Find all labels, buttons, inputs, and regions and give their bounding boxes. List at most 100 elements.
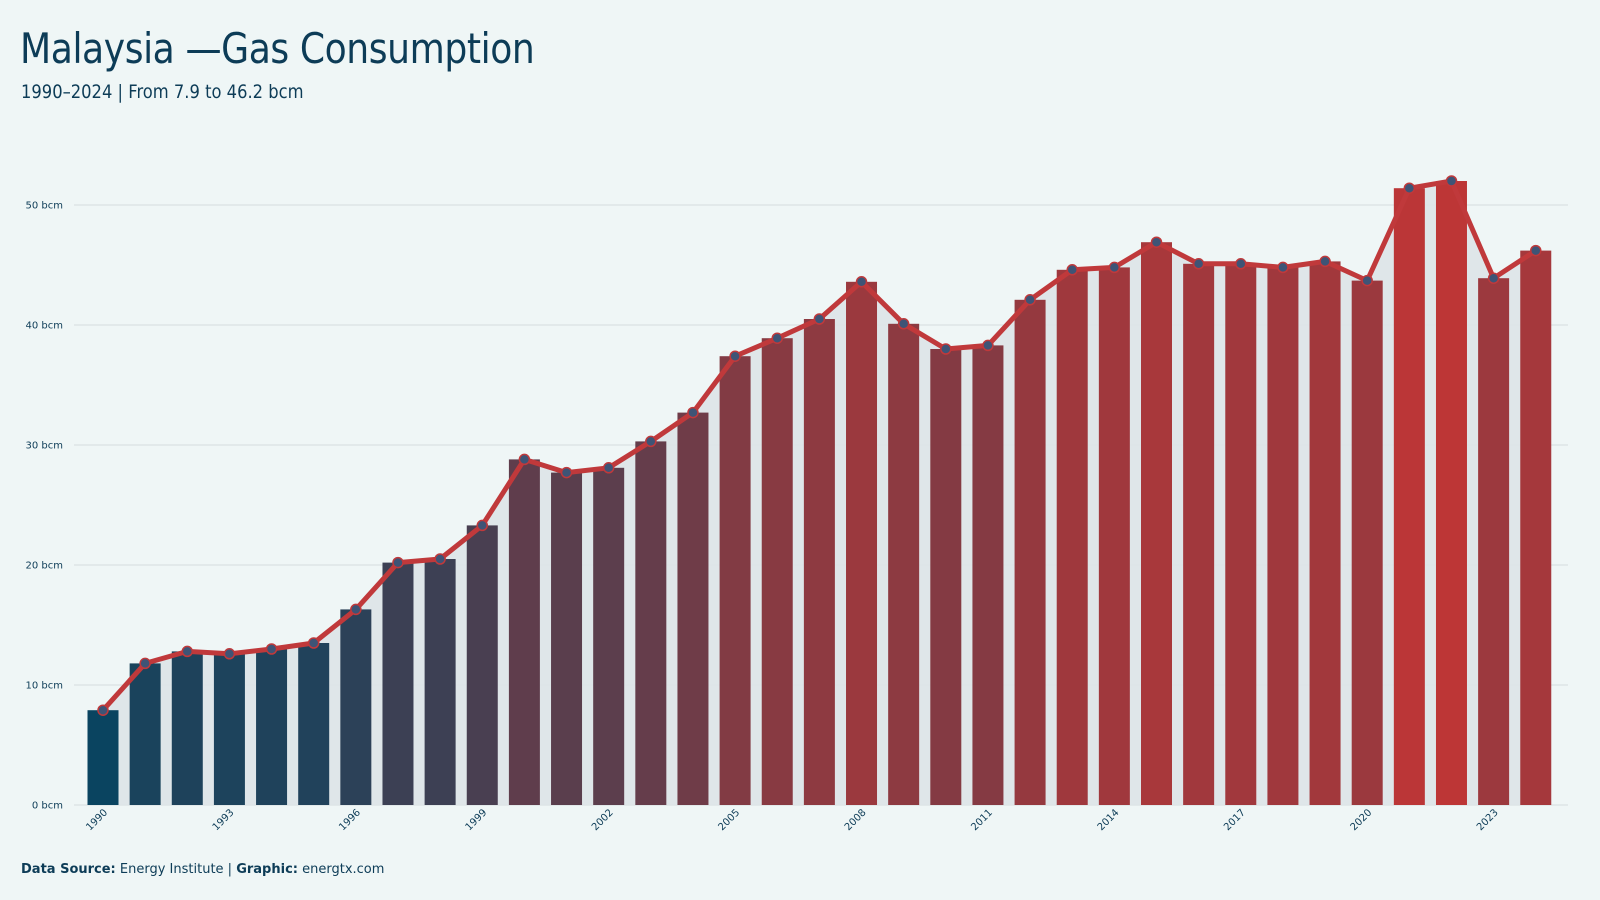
- bar-1995: [298, 643, 330, 805]
- point-1990: [97, 704, 109, 716]
- bar-2004: [677, 412, 709, 805]
- point-2022: [1445, 175, 1458, 187]
- point-1993: [223, 648, 236, 660]
- point-2005: [729, 350, 741, 362]
- bar-1993: [213, 653, 245, 805]
- chart-title: Malaysia —Gas Consumption: [20, 24, 535, 73]
- bar-2001: [551, 472, 583, 805]
- y-tick-label: 0 bcm: [32, 801, 63, 812]
- source-label: Data Source:: [21, 862, 116, 877]
- point-2010: [940, 343, 952, 355]
- bar-2013: [1056, 269, 1088, 805]
- x-tick-label: 2005: [716, 807, 742, 833]
- bar-2005: [719, 356, 751, 805]
- x-tick-label: 1993: [211, 807, 237, 833]
- bar-2009: [888, 323, 920, 805]
- bar-2014: [1098, 267, 1130, 805]
- source-value: Energy Institute |: [119, 862, 233, 877]
- graphic-label: Graphic:: [236, 862, 298, 877]
- footer-source: Data Source: Energy Institute | Graphic:…: [21, 862, 384, 877]
- bar-1992: [171, 651, 203, 805]
- bar-2006: [761, 338, 793, 805]
- bar-2003: [635, 441, 667, 805]
- bar-2023: [1478, 278, 1510, 805]
- point-1994: [265, 643, 278, 655]
- x-tick-label: 1999: [464, 807, 490, 833]
- x-tick-label: 2002: [590, 807, 616, 833]
- point-2001: [560, 466, 573, 479]
- bar-2019: [1309, 261, 1341, 805]
- bar-2010: [930, 349, 962, 805]
- point-2015: [1150, 236, 1163, 248]
- x-tick-label: 2014: [1096, 807, 1122, 833]
- markers: [97, 175, 1542, 716]
- point-1999: [476, 519, 489, 532]
- x-tick-label: 1996: [337, 807, 363, 833]
- x-tick-label: 2020: [1349, 807, 1375, 833]
- point-2009: [897, 318, 910, 330]
- bar-2016: [1183, 263, 1215, 805]
- point-2012: [1024, 294, 1036, 306]
- bar-2024: [1520, 250, 1552, 806]
- point-2007: [813, 313, 826, 325]
- point-1992: [181, 645, 194, 658]
- point-2014: [1108, 261, 1121, 274]
- chart-subtitle: 1990–2024 | From 7.9 to 46.2 bcm: [21, 81, 304, 103]
- point-1995: [307, 637, 320, 649]
- point-1998: [434, 553, 446, 565]
- y-tick-label: 10 bcm: [26, 681, 64, 692]
- bar-1999: [466, 525, 498, 805]
- x-tick-label: 2017: [1222, 807, 1248, 833]
- bar-2022: [1435, 181, 1467, 805]
- point-1991: [139, 657, 151, 670]
- point-2016: [1192, 258, 1205, 270]
- point-1997: [392, 556, 404, 569]
- bar-1994: [256, 649, 288, 805]
- bar-2008: [846, 281, 878, 805]
- bar-2002: [593, 467, 625, 805]
- bar-2011: [972, 345, 1004, 805]
- bar-2012: [1014, 299, 1046, 805]
- bar-2015: [1141, 242, 1172, 805]
- bar-2018: [1267, 267, 1299, 805]
- graphic-value: energtx.com: [302, 862, 385, 877]
- y-tick-label: 40 bcm: [26, 321, 64, 332]
- bar-2021: [1393, 188, 1425, 805]
- point-2008: [855, 276, 868, 288]
- x-tick-label: 2023: [1475, 807, 1501, 833]
- point-2021: [1403, 182, 1416, 194]
- point-2002: [602, 462, 615, 474]
- bar-2000: [508, 459, 540, 805]
- x-axis-ticks: 1990 1993 1996 1999 2002 2005 2008 2011 2014 2017…: [84, 807, 1500, 833]
- bar-1990: [87, 710, 119, 805]
- point-2013: [1066, 264, 1078, 276]
- point-2019: [1319, 255, 1331, 268]
- bar-1998: [424, 559, 456, 805]
- point-2004: [687, 406, 699, 419]
- x-tick-label: 2011: [969, 807, 995, 833]
- x-tick-label: 2008: [843, 807, 869, 833]
- y-axis-ticks: 0 bcm 10 bcm 20 bcm 30 bcm 40 bcm 50 bcm: [26, 201, 64, 812]
- point-2011: [982, 339, 994, 352]
- bar-1991: [129, 663, 161, 805]
- point-2003: [645, 435, 657, 448]
- point-2024: [1530, 244, 1542, 257]
- bars: [87, 181, 1552, 806]
- point-1996: [350, 603, 362, 616]
- point-2017: [1235, 258, 1247, 270]
- x-tick-label: 1990: [84, 807, 110, 833]
- y-tick-label: 30 bcm: [26, 441, 64, 452]
- point-2018: [1277, 261, 1289, 274]
- point-2020: [1361, 274, 1373, 287]
- bar-2017: [1225, 263, 1257, 805]
- point-2006: [771, 332, 783, 344]
- bar-1996: [340, 609, 372, 805]
- bar-2020: [1351, 280, 1383, 806]
- point-2023: [1487, 272, 1500, 284]
- bar-1997: [382, 562, 414, 805]
- bar-2007: [803, 319, 835, 805]
- point-2000: [518, 453, 531, 466]
- y-tick-label: 20 bcm: [26, 561, 64, 572]
- y-tick-label: 50 bcm: [26, 201, 64, 212]
